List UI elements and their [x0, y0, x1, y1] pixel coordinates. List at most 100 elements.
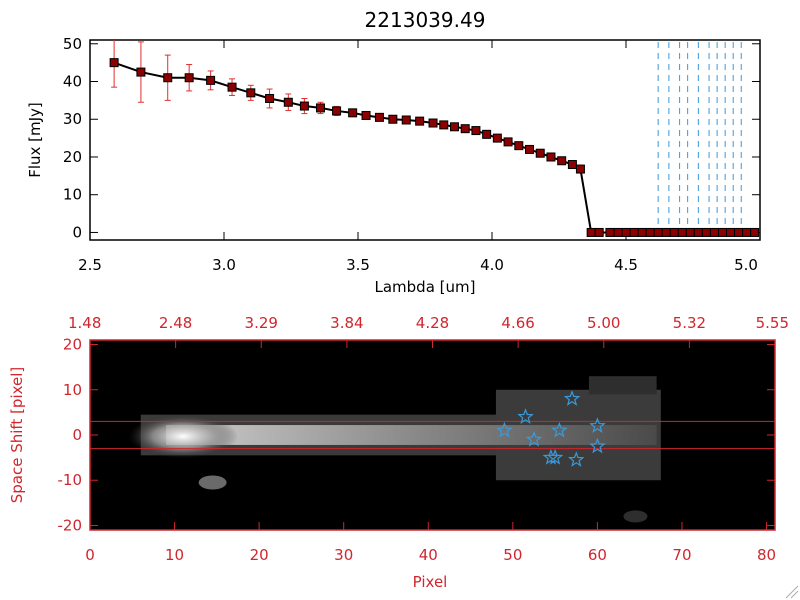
y-axis-ticks-bottom: 20 10 0 -10 -20: [58, 336, 775, 534]
data-point: [332, 106, 342, 116]
data-point: [388, 114, 398, 124]
x-tick-label: 4.0: [480, 256, 504, 274]
data-point: [567, 160, 577, 170]
x-tick-label: 50: [503, 546, 522, 564]
dashed-lines: [657, 42, 742, 238]
data-point: [163, 73, 173, 83]
extraction-lines: [90, 420, 775, 450]
spectrum-image-chart: 20 10 0 -10 -20 0 10 20 30 40 50 60 70 80 1.48 2.48 3.…: [8, 314, 789, 591]
data-point: [645, 227, 655, 237]
data-point: [401, 115, 411, 125]
star-icon: [551, 421, 568, 438]
data-point: [605, 227, 615, 237]
data-point: [471, 126, 481, 136]
data-point: [594, 227, 604, 237]
star-icon: [563, 390, 581, 406]
x-tick-label: 3.0: [212, 256, 236, 274]
data-point: [374, 112, 384, 122]
star-icon: [542, 448, 560, 465]
data-point: [734, 227, 744, 237]
data-point: [136, 67, 146, 77]
x-axis-ticks-bottom: 0 10 20 30 40 50 60 70 80: [85, 522, 776, 564]
data-point: [535, 148, 545, 158]
x-axis-ticks: 2.5 3.0 3.5 4.0 4.5 5.0: [78, 40, 761, 274]
data-point: [439, 120, 449, 130]
data-point: [283, 97, 293, 107]
data-point: [514, 141, 524, 151]
data-point: [726, 227, 736, 237]
star-icon: [546, 448, 564, 465]
top-tick-label: 4.66: [501, 314, 534, 332]
data-point: [677, 227, 687, 237]
data-point: [750, 227, 760, 237]
data-point: [460, 124, 470, 134]
data-point: [701, 227, 711, 237]
data-point: [586, 227, 596, 237]
star-icon: [589, 417, 606, 433]
data-point: [525, 144, 535, 154]
y-tick-label: 50: [63, 35, 82, 53]
top-tick-label: 3.84: [330, 314, 363, 332]
y-tick-label: -20: [58, 516, 83, 534]
bottom-x-axis-label: Pixel: [413, 573, 448, 591]
y-tick-label: 0: [72, 426, 82, 444]
star-icon: [567, 451, 585, 467]
star-icon: [517, 408, 534, 425]
star-icon: [496, 421, 513, 438]
red-end-halo-upper: [588, 376, 657, 395]
star-icon: [525, 430, 543, 447]
top-tick-label: 5.32: [673, 314, 706, 332]
y-tick-label: 20: [63, 148, 82, 166]
top-tick-label: 2.48: [159, 314, 192, 332]
data-point: [709, 227, 719, 237]
data-point: [613, 227, 623, 237]
top-tick-label: 5.00: [587, 314, 620, 332]
flux-chart: 2213039.49 0 10 20 30 40 50 2.5 3.0 3.5 4.0 4.5 5.…: [26, 8, 761, 296]
data-point: [685, 227, 695, 237]
data-point: [717, 227, 727, 237]
y-tick-label: 10: [63, 381, 82, 399]
y-axis-ticks: 0 10 20 30 40 50: [63, 35, 760, 241]
y-tick-label: 30: [63, 110, 82, 128]
y-tick-label: 0: [72, 223, 82, 241]
x-tick-label: 40: [419, 546, 438, 564]
x-tick-label: 3.5: [346, 256, 370, 274]
y-tick-label: 10: [63, 186, 82, 204]
data-point: [315, 103, 325, 113]
data-point: [109, 58, 119, 68]
data-point: [669, 227, 679, 237]
data-point: [184, 73, 194, 83]
data-point: [629, 227, 639, 237]
flux-plot-frame: [89, 39, 761, 241]
data-point: [503, 137, 513, 147]
y-tick-label: 40: [63, 73, 82, 91]
data-point: [621, 227, 631, 237]
resize-grip-icon[interactable]: [785, 585, 799, 599]
data-point: [575, 164, 585, 174]
chart-title: 2213039.49: [365, 8, 486, 32]
data-point: [348, 108, 358, 118]
data-point: [361, 110, 371, 120]
data-point: [415, 116, 425, 126]
data-point: [227, 82, 237, 92]
x-tick-label: 30: [334, 546, 353, 564]
top-tick-label: 5.55: [756, 314, 789, 332]
x-tick-label: 70: [672, 546, 691, 564]
x-tick-label: 2.5: [78, 256, 102, 274]
data-point: [299, 101, 309, 111]
x-axis-label: Lambda [um]: [375, 278, 476, 296]
x-tick-label: 4.5: [614, 256, 638, 274]
y-tick-label: 20: [63, 336, 82, 354]
x-tick-label: 80: [757, 546, 776, 564]
x-tick-label: 20: [250, 546, 269, 564]
data-point: [661, 227, 671, 237]
data-point: [428, 118, 438, 128]
top-axis-ticks: 1.48 2.48 3.29 3.84 4.28 4.66 5.00 5.32 5.55: [68, 314, 789, 348]
top-tick-label: 4.28: [416, 314, 449, 332]
bottom-y-axis-label: Space Shift [pixel]: [8, 367, 26, 504]
data-point: [265, 93, 275, 103]
y-axis-label: Flux [mJy]: [26, 102, 44, 178]
trace-core: [128, 414, 239, 459]
trace-tail: [166, 425, 657, 445]
